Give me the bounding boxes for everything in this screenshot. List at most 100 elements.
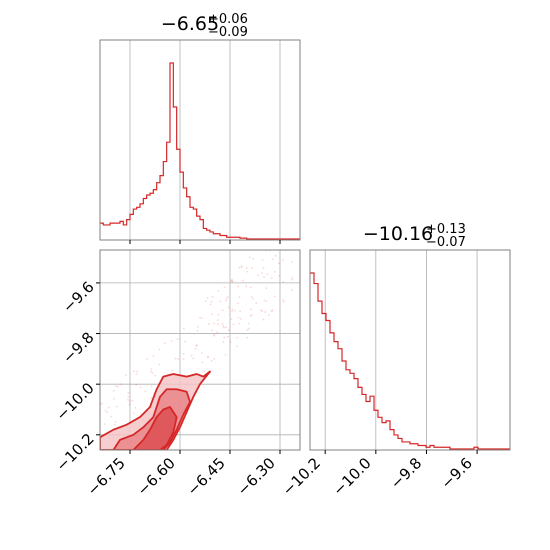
title-bottom-right-center: −10.16 <box>363 223 433 245</box>
tick-label: −10.2 <box>52 430 97 475</box>
sample-point <box>267 314 270 317</box>
sample-point <box>225 299 228 302</box>
sample-point <box>227 306 230 309</box>
histogram-y <box>310 272 510 450</box>
sample-point <box>273 270 276 273</box>
sample-point <box>150 385 153 388</box>
sample-point <box>210 300 213 303</box>
sample-point <box>201 361 204 364</box>
sample-point <box>252 258 254 260</box>
sample-point <box>127 398 129 401</box>
sample-point <box>170 369 173 372</box>
sample-point <box>107 406 110 409</box>
panel-bottom-right: −10.2 −10.0 −9.8 −9.6 −10.16 +0.13 −0.07 <box>279 222 511 499</box>
sample-point <box>115 385 117 388</box>
title-bottom-right: −10.16 <box>363 223 433 245</box>
sample-point <box>184 340 187 343</box>
sample-point <box>211 295 214 298</box>
sample-point <box>250 295 253 298</box>
sample-point <box>261 258 264 261</box>
sample-point <box>104 409 107 412</box>
sample-point <box>150 370 153 373</box>
sample-point <box>170 340 173 343</box>
sample-point <box>262 267 265 270</box>
contour-inner <box>132 406 178 450</box>
sample-point <box>212 334 215 337</box>
sample-point <box>194 347 197 350</box>
sample-point <box>100 402 103 405</box>
sample-point <box>240 265 243 268</box>
sample-point <box>207 355 210 358</box>
sample-point <box>201 317 204 320</box>
title-top-left-center: −6.65 <box>161 13 219 35</box>
sample-point <box>144 390 147 393</box>
sample-point <box>131 399 134 402</box>
sample-point <box>132 370 135 373</box>
title-top-left-lower: −0.09 <box>208 25 248 40</box>
sample-point <box>236 336 239 339</box>
sample-point <box>282 300 285 303</box>
sample-point <box>208 323 210 325</box>
sample-point <box>139 386 142 389</box>
sample-point <box>213 322 215 325</box>
sample-point <box>291 276 294 279</box>
sample-point <box>266 273 269 276</box>
sample-point <box>248 256 251 259</box>
sample-point <box>217 313 220 316</box>
sample-point <box>231 280 234 283</box>
sample-point <box>227 329 230 331</box>
sample-point <box>182 358 185 360</box>
sample-point <box>270 310 273 313</box>
panel-top-left: −6.65 +0.06 −0.09 <box>99 12 301 244</box>
sample-point <box>246 328 249 331</box>
sample-point <box>119 383 122 386</box>
sample-point <box>265 287 268 290</box>
sample-point <box>271 309 274 312</box>
sample-point <box>239 310 242 313</box>
sample-point <box>196 329 199 332</box>
sample-point <box>210 359 213 362</box>
frame-bottom-left <box>99 249 301 451</box>
sample-point <box>213 357 216 360</box>
sample-point <box>245 267 248 269</box>
contours <box>100 370 211 450</box>
sample-point <box>290 278 293 281</box>
sample-point <box>182 352 185 355</box>
sample-point <box>230 318 233 321</box>
sample-point <box>247 322 250 325</box>
sample-point <box>117 385 119 388</box>
sample-point <box>271 258 274 261</box>
sample-point <box>263 299 266 302</box>
sample-point <box>251 266 254 269</box>
sample-point <box>154 374 157 377</box>
sample-point <box>245 285 248 288</box>
sample-point <box>237 302 239 305</box>
title-bottom-right-upper: +0.13 <box>426 222 466 237</box>
tick-label: −6.45 <box>184 454 229 499</box>
sample-point <box>211 313 214 316</box>
sample-point <box>136 370 139 373</box>
sample-point <box>265 300 268 303</box>
sample-point <box>226 335 229 338</box>
sample-point <box>277 262 280 265</box>
sample-point <box>260 309 262 312</box>
sample-point <box>263 276 265 278</box>
title-bottom-right-lower: −0.07 <box>426 235 466 250</box>
grid-bottom-left <box>100 250 300 450</box>
sample-point <box>112 397 115 400</box>
sample-point <box>209 303 212 306</box>
sample-point <box>206 356 209 359</box>
sample-point <box>213 333 216 336</box>
sample-point <box>257 274 259 276</box>
sample-point <box>282 259 284 262</box>
sample-point <box>270 277 273 280</box>
sample-point <box>216 331 219 334</box>
sample-point <box>190 354 193 357</box>
sample-point <box>249 286 252 289</box>
sample-point <box>291 261 293 263</box>
sample-point <box>223 336 226 339</box>
sample-point <box>248 327 250 330</box>
sample-point <box>150 368 152 370</box>
tick-label: −9.8 <box>59 328 97 366</box>
ticks-top-left <box>129 240 281 244</box>
